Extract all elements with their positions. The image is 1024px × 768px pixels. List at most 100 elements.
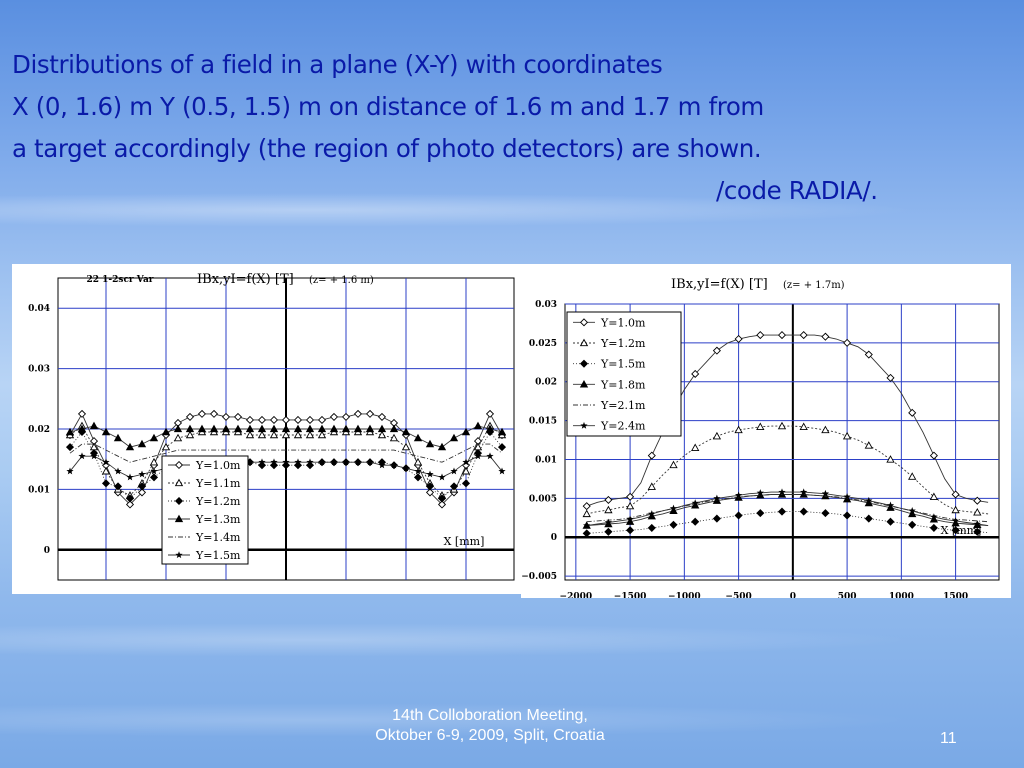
data-point: [114, 467, 122, 475]
x-tick-label: −1500: [614, 592, 647, 598]
x-tick-label: 500: [838, 592, 857, 598]
data-point: [150, 467, 158, 475]
x-tick-label: −500: [725, 592, 751, 598]
data-point: [137, 488, 147, 497]
data-point: [734, 491, 743, 499]
data-point: [462, 458, 470, 466]
data-point: [173, 433, 183, 442]
y-tick-label: 0.015: [529, 417, 557, 427]
data-point: [583, 521, 591, 529]
data-point: [149, 457, 159, 466]
data-point: [185, 430, 195, 439]
data-point: [461, 427, 471, 436]
series-y-1-5m: [66, 452, 506, 481]
legend-label: Y=1.5m: [600, 358, 646, 371]
data-point: [669, 520, 678, 529]
legend-marker: [174, 460, 184, 470]
chart-header-tag: 22 1-2scr Var: [86, 275, 153, 285]
data-point: [365, 424, 375, 433]
data-point: [821, 489, 830, 497]
data-point: [843, 338, 852, 347]
legend-marker: [174, 514, 184, 523]
data-point: [756, 489, 764, 496]
data-point: [486, 452, 494, 460]
data-point: [282, 458, 290, 466]
data-point: [886, 501, 895, 509]
data-point: [777, 507, 787, 516]
legend-label: Y=1.4m: [195, 531, 241, 544]
data-point: [329, 412, 339, 421]
y-tick-label: 0: [551, 533, 557, 543]
data-point: [317, 415, 327, 424]
data-point: [413, 473, 423, 482]
chart-title-suffix: (z= + 1.6 m): [309, 275, 374, 286]
data-point: [269, 415, 279, 424]
data-point: [402, 464, 410, 472]
data-point: [647, 523, 656, 532]
data-point: [341, 412, 351, 421]
data-point: [864, 441, 873, 449]
data-point: [245, 430, 255, 439]
y-tick-label: 0.01: [28, 485, 50, 495]
data-point: [461, 479, 471, 488]
data-point: [149, 473, 159, 482]
data-point: [821, 425, 830, 434]
data-point: [450, 467, 458, 475]
data-point: [582, 502, 591, 511]
data-point: [413, 457, 423, 466]
legend-box: [161, 455, 249, 565]
legend-label: Y=1.8m: [600, 378, 646, 391]
data-point: [474, 452, 482, 460]
data-point: [713, 494, 721, 502]
data-point: [305, 430, 315, 439]
data-point: [437, 500, 447, 509]
y-tick-label: 0.01: [535, 455, 557, 465]
data-point: [149, 433, 159, 442]
data-point: [498, 467, 506, 475]
data-point: [485, 409, 495, 418]
data-point: [257, 430, 267, 439]
data-point: [293, 415, 303, 424]
legend-marker: [579, 380, 589, 388]
data-point: [777, 331, 787, 340]
data-point: [973, 527, 982, 536]
data-point: [485, 424, 495, 433]
data-point: [66, 467, 74, 475]
data-point: [377, 412, 387, 421]
data-point: [281, 415, 291, 424]
data-point: [951, 526, 960, 535]
footer-line-2: Oktober 6-9, 2009, Split, Croatia: [375, 727, 605, 744]
data-point: [449, 433, 459, 442]
data-point: [799, 422, 808, 431]
y-tick-label: 0.03: [28, 365, 50, 375]
data-point: [233, 424, 243, 433]
data-point: [908, 408, 917, 417]
slide-title: Distributions of a field in a plane (X-Y…: [12, 44, 1012, 212]
data-point: [161, 427, 171, 436]
data-point: [65, 427, 75, 436]
data-point: [604, 527, 613, 536]
data-point: [305, 424, 315, 433]
chart-right-panel: −2000 −1500 −1000 −500 0 500 1000 1500 −0.005 0 0.…: [521, 264, 1011, 602]
data-point: [865, 496, 873, 504]
data-point: [78, 452, 86, 460]
title-line-2: X (0, 1.6) m Y (0.5, 1.5) m on distance …: [12, 92, 764, 121]
legend-label: Y=1.0m: [195, 459, 241, 472]
data-point: [908, 507, 916, 514]
data-point: [413, 433, 423, 442]
y-tick-label: −0.005: [521, 572, 557, 582]
data-point: [951, 505, 960, 514]
data-point: [756, 509, 765, 518]
data-point: [734, 511, 743, 520]
data-point: [648, 510, 656, 517]
data-point: [221, 424, 231, 433]
data-point: [378, 461, 386, 469]
data-point: [712, 514, 721, 523]
data-point: [669, 504, 678, 512]
data-point: [77, 424, 87, 433]
data-point: [197, 409, 207, 418]
data-point: [401, 427, 411, 436]
legend-label: Y=1.1m: [195, 477, 241, 490]
data-point: [366, 458, 374, 466]
data-point: [281, 430, 291, 439]
